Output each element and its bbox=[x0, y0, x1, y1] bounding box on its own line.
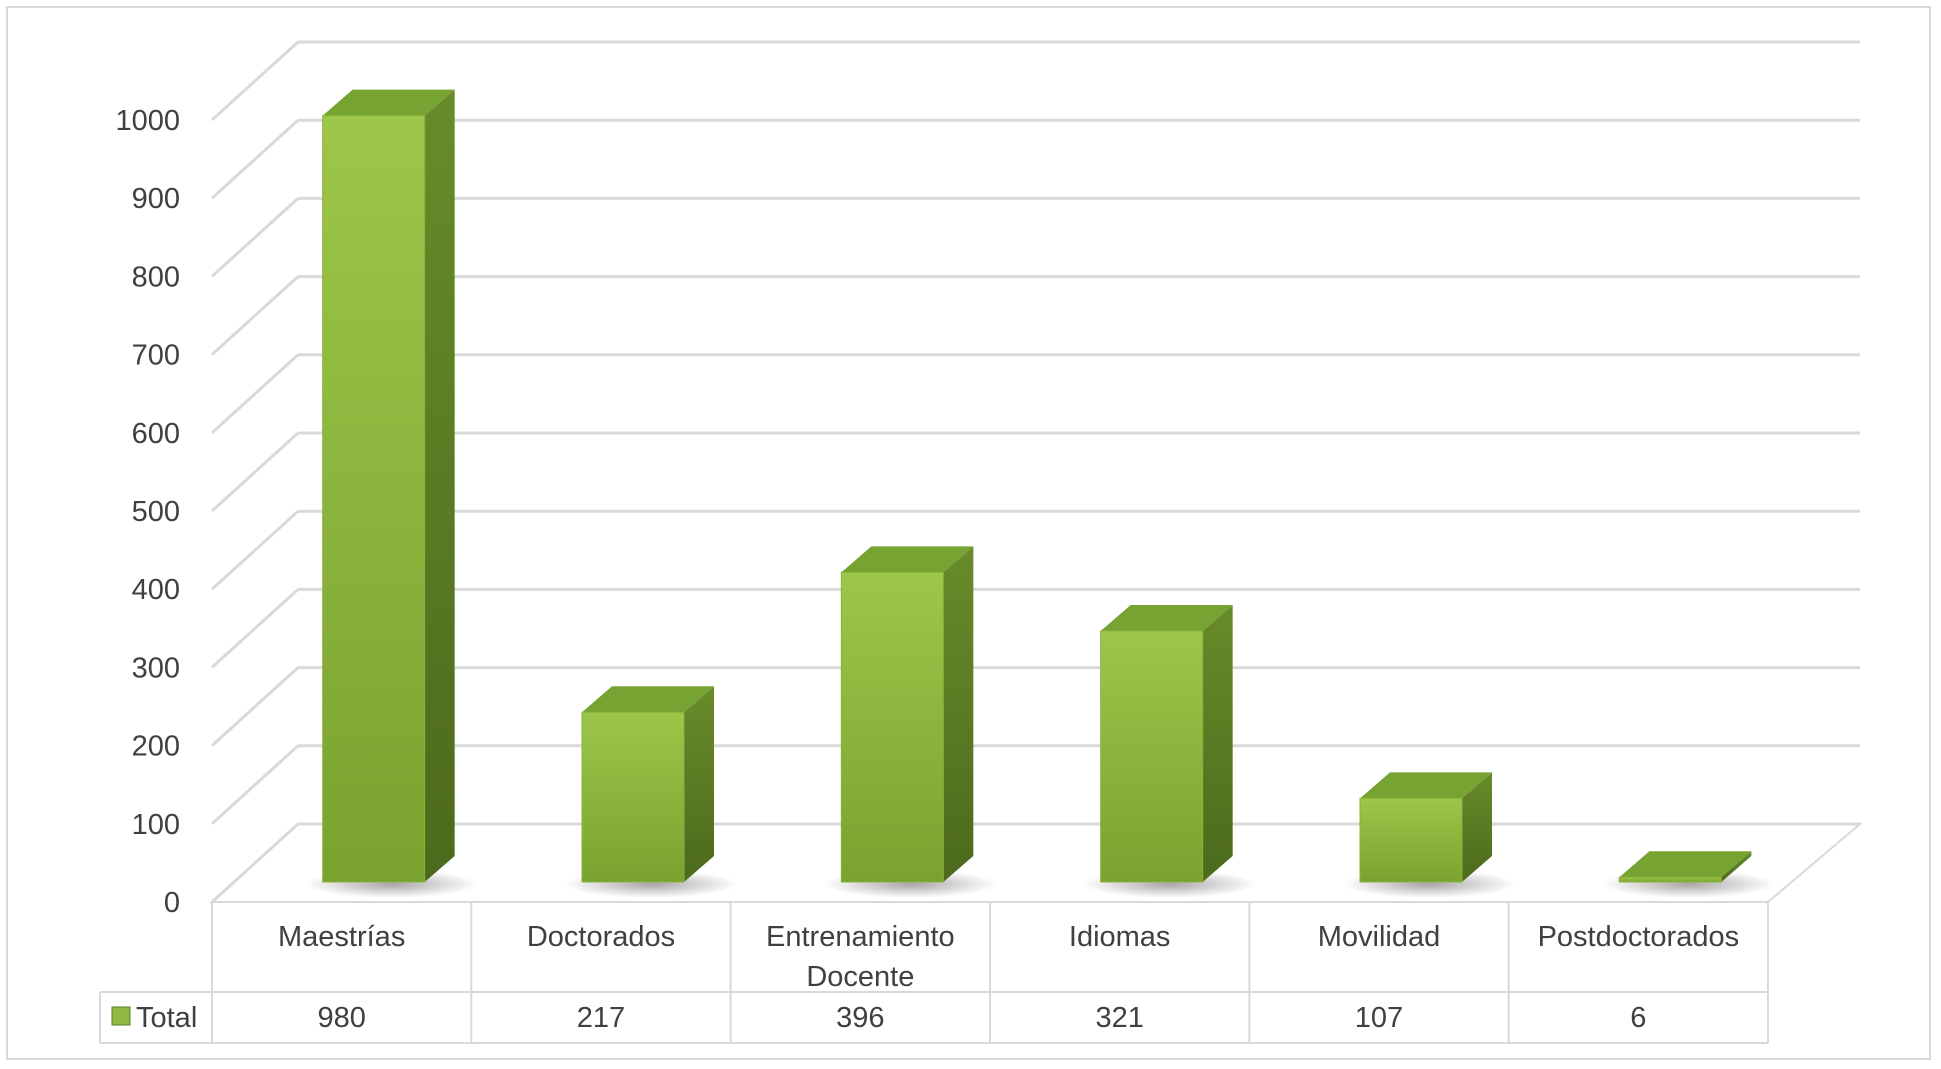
category-label: Postdoctorados bbox=[1538, 921, 1740, 953]
y-tick-label: 100 bbox=[132, 809, 180, 841]
category-label: Movilidad bbox=[1318, 921, 1441, 953]
bar-top bbox=[841, 546, 974, 573]
bar-top bbox=[1360, 772, 1492, 799]
bar bbox=[840, 571, 944, 883]
gridline-side bbox=[210, 666, 300, 747]
y-tick-label: 600 bbox=[132, 418, 180, 450]
category-label: Doctorados bbox=[527, 921, 675, 953]
bar bbox=[581, 711, 685, 883]
gridline-side bbox=[210, 744, 300, 825]
bar-top bbox=[582, 686, 714, 713]
data-table: Maestrías 980 Doctorados 217 Entrenamiento Do… bbox=[99, 901, 1769, 1044]
data-label: 6 bbox=[1630, 1002, 1646, 1034]
bar-side bbox=[684, 686, 714, 882]
gridline-side bbox=[210, 588, 300, 669]
y-tick-label: 900 bbox=[132, 183, 180, 215]
y-tick-label: 1000 bbox=[115, 105, 180, 137]
y-axis: 0 100 200 300 400 500 600 700 800 900 1000 bbox=[115, 105, 180, 919]
bar bbox=[322, 115, 426, 883]
data-label: 217 bbox=[577, 1002, 625, 1034]
y-tick-label: 0 bbox=[164, 887, 180, 919]
category-label: Idiomas bbox=[1069, 921, 1171, 953]
y-tick-label: 800 bbox=[132, 261, 180, 293]
bar-side bbox=[1462, 772, 1492, 882]
y-tick-label: 400 bbox=[132, 574, 180, 606]
bar-top bbox=[1100, 604, 1233, 631]
bar-side bbox=[424, 89, 455, 882]
bar-side bbox=[1202, 604, 1233, 882]
y-tick-label: 700 bbox=[132, 340, 180, 372]
data-label: 980 bbox=[317, 1002, 365, 1034]
bar-side bbox=[943, 546, 974, 882]
bar bbox=[1618, 876, 1722, 883]
category-label: Entrenamiento bbox=[766, 921, 955, 953]
gridline-side bbox=[210, 353, 300, 434]
y-tick-label: 300 bbox=[132, 652, 180, 684]
data-label: 321 bbox=[1095, 1002, 1143, 1034]
category-label: Maestrías bbox=[278, 921, 405, 953]
legend-key bbox=[111, 1006, 131, 1026]
bars bbox=[304, 89, 1776, 898]
bar-top bbox=[1619, 851, 1752, 878]
bar bbox=[1100, 630, 1204, 883]
legend-label: Total bbox=[136, 1002, 197, 1034]
gridline-side bbox=[210, 275, 300, 356]
bar-top bbox=[322, 89, 455, 116]
gridline-side bbox=[210, 431, 300, 513]
y-tick-label: 500 bbox=[132, 496, 180, 528]
category-label: Docente bbox=[806, 961, 914, 993]
gridlines bbox=[209, 40, 1863, 904]
gridline-side bbox=[210, 40, 300, 122]
bar bbox=[1359, 797, 1463, 883]
gridline-side bbox=[210, 510, 300, 591]
data-label: 396 bbox=[836, 1002, 884, 1034]
gridline-side bbox=[210, 197, 300, 278]
data-label: 107 bbox=[1355, 1002, 1403, 1034]
bar-side bbox=[1721, 851, 1752, 882]
gridline-side bbox=[210, 119, 300, 200]
y-tick-label: 200 bbox=[132, 731, 180, 763]
